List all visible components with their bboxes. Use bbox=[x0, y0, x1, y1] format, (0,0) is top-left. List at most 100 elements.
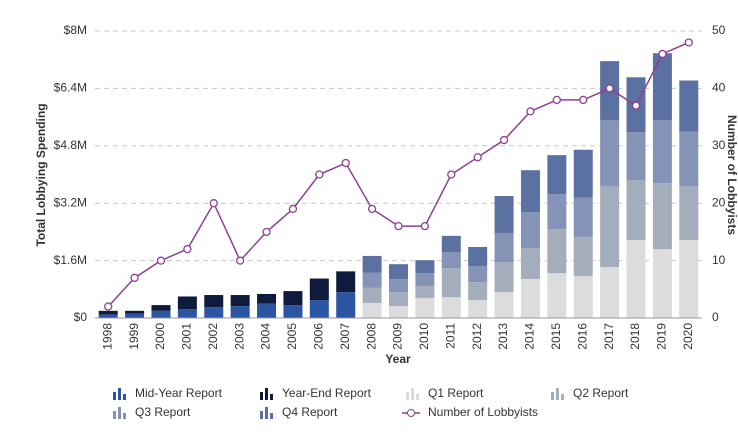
line-point bbox=[447, 170, 456, 179]
y-tick-label: $8M bbox=[64, 23, 87, 37]
bar-segment bbox=[626, 240, 646, 318]
bar-segment bbox=[494, 292, 514, 318]
legend-icon bbox=[265, 407, 268, 419]
bar-segment bbox=[415, 286, 435, 298]
x-axis-title: Year bbox=[385, 352, 411, 366]
line-point bbox=[658, 49, 667, 59]
line-point bbox=[499, 135, 509, 145]
legend-label[interactable]: Q2 Report bbox=[573, 386, 629, 400]
bar-segment bbox=[573, 236, 593, 277]
bar-segment bbox=[283, 291, 303, 306]
bar-segment bbox=[679, 80, 699, 132]
line-point bbox=[209, 199, 218, 208]
bar-segment bbox=[389, 279, 408, 293]
bar-segment bbox=[679, 186, 699, 241]
bar-segment bbox=[309, 278, 329, 301]
bar-segment bbox=[362, 287, 382, 303]
legend-icon bbox=[113, 392, 116, 400]
legend-icon bbox=[416, 394, 419, 400]
x-tick-label: 2013 bbox=[496, 323, 510, 350]
bar-segment bbox=[98, 310, 118, 315]
bar-segment bbox=[336, 271, 356, 293]
line-point bbox=[367, 204, 377, 214]
y-tick-label: $0 bbox=[74, 310, 88, 324]
legend-icon bbox=[123, 394, 126, 400]
bar-segment bbox=[600, 119, 620, 186]
bar-segment bbox=[309, 300, 329, 318]
y2-tick-label: 50 bbox=[712, 23, 726, 37]
bar-segment bbox=[441, 268, 461, 298]
bar-segment bbox=[283, 305, 303, 318]
y2-tick-label: 40 bbox=[712, 81, 726, 95]
line-point bbox=[684, 38, 693, 47]
x-tick-label: 1998 bbox=[100, 323, 114, 350]
x-tick-label: 1999 bbox=[127, 323, 141, 350]
legend-icon bbox=[260, 411, 263, 419]
bar-segment bbox=[125, 310, 145, 314]
x-tick-label: 2002 bbox=[206, 323, 220, 350]
bar-segment bbox=[415, 260, 435, 274]
line-point bbox=[262, 227, 271, 237]
legend-icon bbox=[270, 413, 273, 419]
bar-segment bbox=[494, 262, 514, 293]
x-tick-label: 2014 bbox=[523, 323, 537, 350]
x-tick-label: 2015 bbox=[549, 323, 563, 350]
legend-icon bbox=[113, 411, 116, 419]
bar-segment bbox=[547, 155, 567, 195]
bar-segment bbox=[204, 307, 224, 318]
line-point bbox=[236, 256, 245, 265]
y-tick-label: $4.8M bbox=[54, 138, 87, 152]
legend-label[interactable]: Q1 Report bbox=[428, 386, 484, 400]
line-point bbox=[341, 158, 350, 168]
bar-segment bbox=[468, 265, 488, 283]
bar-segment bbox=[362, 272, 382, 288]
bar-segment bbox=[98, 314, 118, 318]
bar-segment bbox=[468, 246, 488, 266]
legend-label[interactable]: Number of Lobbyists bbox=[428, 405, 538, 419]
bar-segment bbox=[652, 183, 672, 250]
bar-segment bbox=[547, 273, 567, 318]
legend-label[interactable]: Year-End Report bbox=[282, 386, 372, 400]
bar-segment bbox=[679, 240, 699, 318]
legend-label[interactable]: Mid-Year Report bbox=[135, 386, 223, 400]
y-tick-label: $6.4M bbox=[54, 81, 87, 95]
legend-icon bbox=[556, 388, 559, 400]
bar-segment bbox=[177, 309, 197, 318]
legend-label[interactable]: Q4 Report bbox=[282, 405, 338, 419]
line-point bbox=[156, 256, 166, 265]
bar-segment bbox=[204, 295, 224, 308]
x-tick-label: 2016 bbox=[575, 323, 589, 350]
line-point bbox=[104, 302, 113, 311]
line-point bbox=[288, 204, 298, 214]
bar-segment bbox=[547, 194, 567, 230]
bar-segment bbox=[626, 132, 646, 181]
x-tick-label: 2018 bbox=[628, 323, 642, 350]
bar-segment bbox=[494, 232, 514, 263]
bar-segment bbox=[652, 249, 672, 318]
line-point bbox=[473, 153, 482, 162]
bar-segment bbox=[652, 53, 672, 121]
bar-segment bbox=[389, 292, 408, 307]
bar-segment bbox=[600, 267, 620, 318]
bar-segment bbox=[151, 310, 171, 318]
bar-segment bbox=[125, 313, 145, 318]
bar-segment bbox=[468, 300, 488, 318]
x-tick-label: 2003 bbox=[232, 323, 246, 350]
y2-tick-label: 30 bbox=[712, 138, 726, 152]
legend-icon bbox=[118, 407, 121, 419]
bar-segment bbox=[441, 251, 461, 269]
y2-tick-label: 10 bbox=[712, 253, 726, 267]
legend-icon bbox=[561, 394, 564, 400]
bar-segment bbox=[441, 297, 461, 318]
x-tick-label: 2004 bbox=[259, 323, 273, 350]
bar-segment bbox=[547, 229, 567, 274]
x-tick-label: 2008 bbox=[364, 323, 378, 350]
x-tick-label: 2019 bbox=[655, 323, 669, 350]
bar-segment bbox=[573, 149, 593, 198]
x-tick-label: 2007 bbox=[338, 323, 352, 350]
x-tick-label: 2010 bbox=[417, 323, 431, 350]
bar-segment bbox=[520, 170, 540, 213]
legend-label[interactable]: Q3 Report bbox=[135, 405, 191, 419]
x-tick-label: 2000 bbox=[153, 323, 167, 350]
